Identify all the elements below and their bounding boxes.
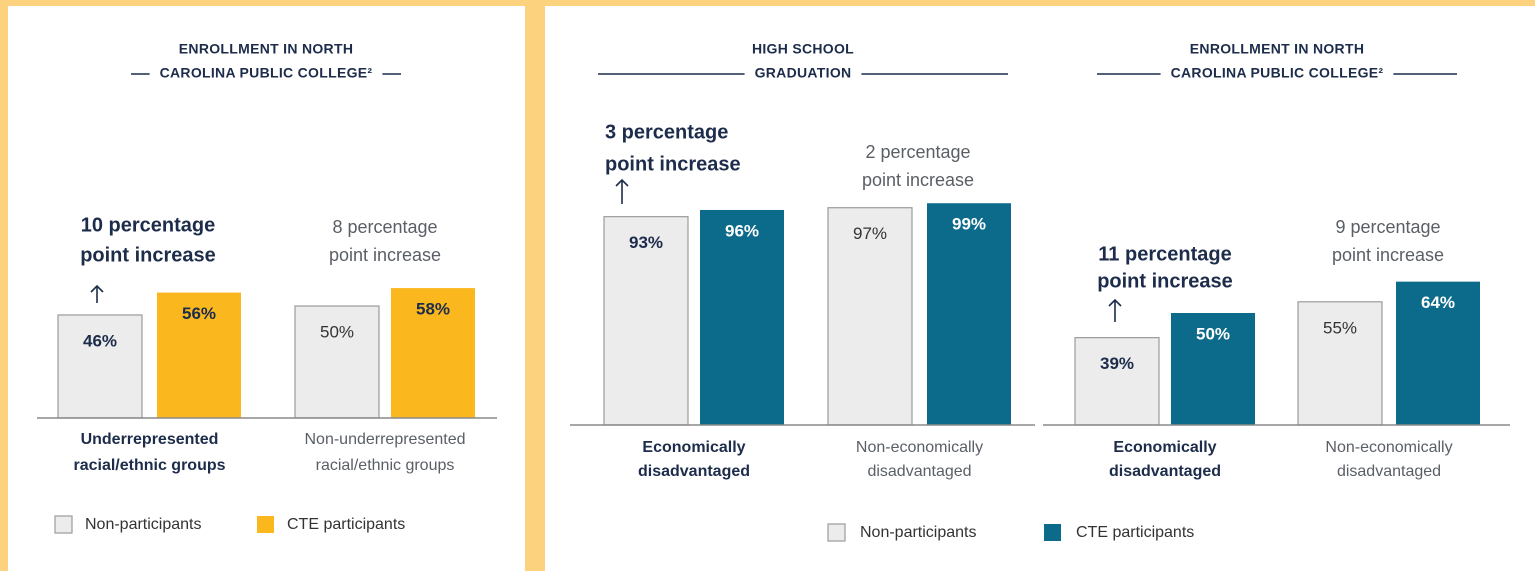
value-label: 58% [416,300,450,319]
category-label: disadvantaged [867,463,971,480]
bar [603,216,689,426]
legend-swatch [257,516,274,533]
bar [1074,337,1160,426]
category-label: Non-economically [1325,439,1452,456]
value-label: 46% [83,331,117,350]
annotation: 2 percentage [865,142,970,162]
annotation: point increase [329,245,441,265]
category-label: disadvantaged [1109,463,1221,480]
value-label: 50% [320,322,354,341]
annotation: point increase [1097,270,1233,292]
category-label: racial/ethnic groups [316,457,455,474]
arrow-head [1108,298,1122,307]
bar [1297,301,1383,426]
legend-swatch [54,515,73,534]
bar [927,203,1011,425]
annotation: 11 percentage [1098,243,1231,265]
arrow-head [90,284,104,293]
legend-label: CTE participants [1076,524,1194,541]
legend-label: Non-participants [860,524,977,541]
category-label: Economically [642,439,745,456]
category-label: disadvantaged [638,463,750,480]
category-label: Non-economically [856,439,983,456]
annotation: point increase [80,244,216,266]
chart-title: CAROLINA PUBLIC COLLEGE² [1171,65,1384,81]
category-label: Non-underrepresented [305,431,466,448]
right-panel [545,6,1535,571]
value-label: 99% [952,215,986,234]
bar [1171,313,1255,425]
annotation: point increase [1332,245,1444,265]
chart-title: ENROLLMENT IN NORTH [179,41,353,57]
value-label: 55% [1323,318,1357,337]
bar [294,305,380,419]
chart-title: HIGH SCHOOL [752,41,854,57]
value-label: 97% [853,224,887,243]
legend-swatch [827,523,846,542]
bar [391,288,475,418]
category-label: disadvantaged [1337,463,1441,480]
value-label: 39% [1100,354,1134,373]
chart-title: ENROLLMENT IN NORTH [1190,41,1364,57]
bar [700,209,784,425]
annotation: point increase [862,170,974,190]
annotation: 10 percentage [81,214,216,236]
value-label: 64% [1421,293,1455,312]
chart-title: CAROLINA PUBLIC COLLEGE² [160,65,373,81]
annotation: 3 percentage [605,121,728,143]
bar [57,314,143,419]
value-label: 56% [182,304,216,323]
annotation: 9 percentage [1335,217,1440,237]
value-label: 50% [1196,324,1230,343]
value-label: 93% [629,233,663,252]
annotation: 8 percentage [332,217,437,237]
legend-label: CTE participants [287,516,405,533]
category-label: Underrepresented [81,431,219,448]
bar [157,292,241,418]
value-label: 96% [725,221,759,240]
category-label: Economically [1113,439,1216,456]
bar [827,207,913,426]
annotation: point increase [605,153,741,175]
bar [1396,281,1480,425]
legend-swatch [1044,524,1061,541]
category-label: racial/ethnic groups [73,457,225,474]
arrow-head [615,178,629,187]
chart-title: GRADUATION [755,65,852,81]
legend-label: Non-participants [85,516,202,533]
